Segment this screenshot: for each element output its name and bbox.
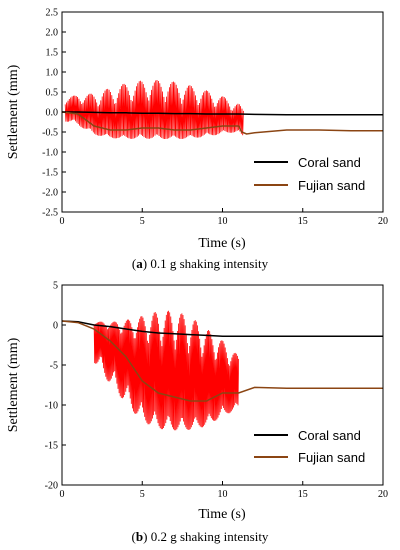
panel-a-series-fujian-sand: [62, 111, 383, 135]
legend-label-fujian-sand: Fujian sand: [298, 450, 365, 465]
panel-b-marks: [62, 310, 383, 431]
panel-a-ticks: 0 5 10 15 20 -2.5 -2.0 -1.5 -1.0 -0.5 0.0 0.5 1.0 1.5…: [42, 8, 388, 228]
panel-b-y-tick-label: -20: [45, 481, 58, 492]
panel-b-y-tick-label: 5: [53, 281, 58, 292]
panel-a-y-tick-label: 0.0: [46, 108, 59, 119]
panel-b-x-tick-label: 10: [218, 489, 228, 500]
panel-a-caption-label: a: [136, 256, 143, 271]
panel-b-y-tick-label: -15: [45, 441, 58, 452]
panel-b-y-axis-title: Settlement (mm): [6, 337, 21, 432]
panel-a-caption: (a) 0.1 g shaking intensity: [132, 256, 269, 271]
panel-a-y-tick-label: -0.5: [42, 128, 58, 139]
panel-a-y-tick-label: 1.0: [46, 68, 59, 79]
panel-b-x-tick-label: 0: [60, 489, 65, 500]
panel-b-oscillation-series: [93, 310, 239, 431]
panel-a: 0 5 10 15 20 -2.5 -2.0 -1.5 -1.0 -0.5 0.0 0.5 1.0 1.5…: [6, 8, 388, 272]
panel-b-series-fujian-sand: [62, 320, 383, 402]
panel-b-ticks: 0 5 10 15 20 -20 -15 -10 -5 0 5: [45, 281, 388, 501]
panel-b-caption-label: b: [136, 529, 143, 544]
panel-a-x-tick-label: 5: [140, 216, 145, 227]
panel-b-x-axis-title: Time (s): [198, 507, 246, 522]
panel-a-y-tick-label: -1.0: [42, 148, 58, 159]
legend-label-fujian-sand: Fujian sand: [298, 178, 365, 193]
panel-a-y-axis-title: Settlement (mm): [6, 64, 21, 159]
panel-b-caption-text: 0.2 g shaking intensity: [151, 529, 269, 544]
panel-a-y-tick-label: -1.5: [42, 168, 58, 179]
panel-a-marks: [62, 79, 383, 140]
panel-b-legend: Coral sand Fujian sand: [254, 428, 365, 465]
panel-b: 0 5 10 15 20 -20 -15 -10 -5 0 5 Time (s) Settlemen…: [6, 281, 388, 545]
panel-a-y-tick-label: -2.0: [42, 188, 58, 199]
panel-a-x-axis-title: Time (s): [198, 236, 246, 251]
panel-b-caption: (b) 0.2 g shaking intensity: [132, 529, 269, 544]
panel-a-y-tick-label: 0.5: [46, 88, 59, 99]
panel-a-x-tick-label: 0: [60, 216, 65, 227]
panel-a-legend: Coral sand Fujian sand: [254, 155, 365, 193]
panel-b-y-tick-label: -5: [50, 361, 58, 372]
panel-a-y-tick-label: 2.5: [46, 8, 59, 19]
panel-a-y-tick-label: -2.5: [42, 208, 58, 219]
panel-a-x-tick-label: 20: [378, 216, 388, 227]
panel-b-series-coral-sand: [62, 320, 383, 337]
panel-a-caption-text: 0.1 g shaking intensity: [150, 256, 268, 271]
panel-b-x-tick-label: 15: [298, 489, 308, 500]
panel-a-oscillation-series: [64, 79, 244, 140]
panel-a-y-tick-label: 2.0: [46, 28, 59, 39]
legend-label-coral-sand: Coral sand: [298, 428, 361, 443]
panel-b-y-tick-label: -10: [45, 401, 58, 412]
panel-b-y-tick-label: 0: [53, 321, 58, 332]
legend-label-coral-sand: Coral sand: [298, 155, 361, 170]
panel-b-x-tick-label: 5: [140, 489, 145, 500]
panel-a-y-tick-label: 1.5: [46, 48, 59, 59]
panel-a-x-tick-label: 15: [298, 216, 308, 227]
panel-b-x-tick-label: 20: [378, 489, 388, 500]
panel-a-x-tick-label: 10: [218, 216, 228, 227]
panel-a-series-coral-sand: [62, 111, 383, 116]
